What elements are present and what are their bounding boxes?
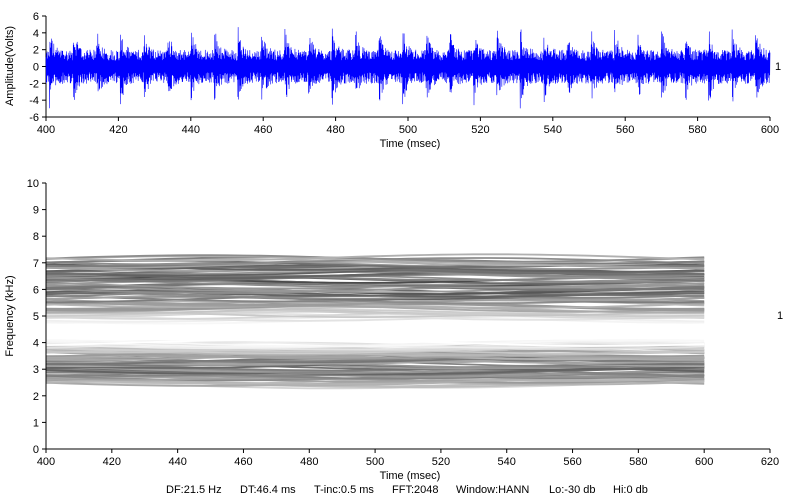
spectrogram-x-tick-label: 580 [629,456,647,468]
spectrogram-y-tick-label: 5 [33,311,39,323]
spectrogram-band-2 [45,338,705,347]
waveform-x-tick-label: 520 [471,124,489,136]
spectrogram-band-1 [45,253,705,262]
waveform-x-tick-label: 500 [399,124,417,136]
chart-area: 400 420 440 460 480 500 520 540 560 580 600 6420-2… [4,11,783,482]
waveform-x-tick-label: 440 [182,124,200,136]
spectrogram-y-tick-label: 1 [33,417,39,429]
spectrogram-y-tick-label: 4 [33,338,39,350]
waveform-x-label: Time (msec) [380,138,441,150]
waveform-y-tick-label: -2 [29,78,39,90]
waveform-y-tick-label: -4 [29,95,39,107]
spectrogram-x-tick-label: 460 [234,456,252,468]
param-df: DF:21.5 Hz [166,484,222,496]
param-tinc: T-inc:0.5 ms [314,484,374,496]
spectrogram-x-tick-label: 440 [168,456,186,468]
param-dt: DT:46.4 ms [240,484,296,496]
spectrogram-y-label: Frequency (kHz) [4,275,16,356]
param-hi: Hi:0 db [613,484,648,496]
spectrogram-x-tick-label: 500 [366,456,384,468]
waveform-x-tick-label: 560 [616,124,634,136]
spectrogram-y-tick-label: 2 [33,391,39,403]
spectrogram-x-tick-label: 400 [37,456,55,468]
spectrogram-x-tick-label: 480 [300,456,318,468]
waveform-x-tick-label: 600 [761,124,779,136]
spectrogram-x-tick-label: 620 [761,456,779,468]
waveform-channel-label: 1 [775,61,781,73]
spectrogram-x-tick-label: 600 [695,456,713,468]
spectrogram-y-tick-label: 8 [33,231,39,243]
waveform-y-label: Amplitude(Volts) [4,26,16,106]
waveform-x-tick-label: 400 [37,124,55,136]
param-lo: Lo:-30 db [549,484,596,496]
spectrogram-x-label: Time (msec) [380,470,441,482]
waveform-x-tick-label: 460 [254,124,272,136]
spectrogram-y-tick-label: 0 [33,444,39,456]
spectrogram-x-tick-label: 420 [103,456,121,468]
fft-parameters: DF:21.5 Hz DT:46.4 ms T-inc:0.5 ms FFT:2… [0,484,800,500]
spectrogram-y-tick-label: 9 [33,205,39,217]
spectrogram-y-tick-label: 3 [33,364,39,376]
spectrogram-plot: 400 420 440 460 480 500 520 540 560 580 600 620 109… [4,178,783,482]
waveform-series [45,27,771,109]
waveform-x-tick-label: 580 [688,124,706,136]
spectrogram-band-1 [45,283,705,293]
spectrogram-y-tick-label: 6 [33,284,39,296]
waveform-y-tick-label: -6 [29,112,39,124]
spectrogram-y-tick-label: 7 [33,258,39,270]
spectrogram-x-tick-label: 520 [432,456,450,468]
waveform-x-tick-label: 540 [544,124,562,136]
spectrogram-band-1 [45,254,705,263]
spectrogram-channel-label: 1 [777,310,783,322]
waveform-y-tick-label: 6 [33,11,39,23]
waveform-x-tick-label: 480 [326,124,344,136]
waveform-y-tick-label: 2 [33,45,39,57]
spectrogram-band-1 [45,268,705,277]
waveform-y-tick-label: 4 [33,28,39,40]
waveform-x-tick-label: 420 [109,124,127,136]
waveform-plot: 400 420 440 460 480 500 520 540 560 580 600 6420-2… [4,11,781,150]
param-window: Window:HANN [456,484,530,496]
waveform-y-tick-label: 0 [33,62,39,74]
spectrogram-y-tick-label: 10 [27,178,39,190]
param-fft: FFT:2048 [392,484,439,496]
spectrogram-x-tick-label: 560 [563,456,581,468]
spectrogram-band-1 [45,300,705,309]
spectrogram-x-tick-label: 540 [498,456,516,468]
